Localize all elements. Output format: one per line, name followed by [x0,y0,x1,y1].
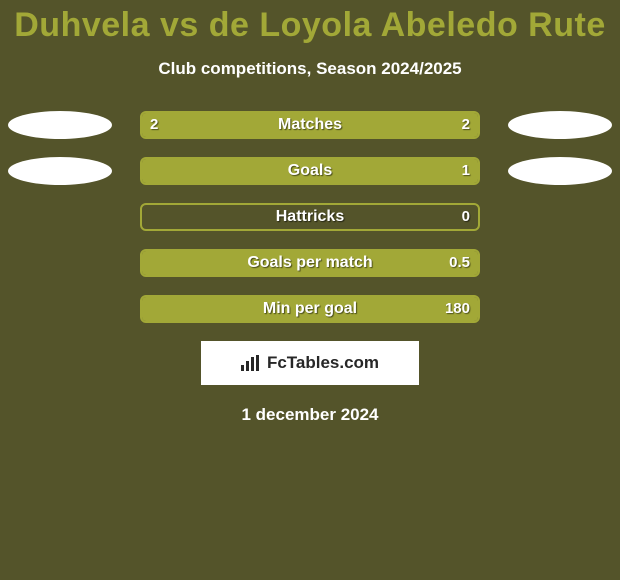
stat-row: 180Min per goal [0,295,620,323]
stat-row: 22Matches [0,111,620,139]
stat-label: Min per goal [140,295,480,323]
player-right-oval [508,157,612,185]
stat-row: 1Goals [0,157,620,185]
stat-label: Matches [140,111,480,139]
chart-icon [241,355,261,371]
stat-label: Goals per match [140,249,480,277]
stat-row: 0Hattricks [0,203,620,231]
player-right-oval [508,111,612,139]
stat-label: Hattricks [140,203,480,231]
title: Duhvela vs de Loyola Abeledo Rute [0,0,620,45]
player-left-oval [8,157,112,185]
date-text: 1 december 2024 [0,405,620,425]
comparison-card: Duhvela vs de Loyola Abeledo Rute Club c… [0,0,620,580]
logo-text: FcTables.com [267,353,379,373]
subtitle: Club competitions, Season 2024/2025 [0,59,620,79]
stat-label: Goals [140,157,480,185]
stats-area: 22Matches 1Goals 0Hattricks 0.5Goals per ma… [0,111,620,323]
logo-box[interactable]: FcTables.com [201,341,419,385]
player-left-oval [8,111,112,139]
stat-row: 0.5Goals per match [0,249,620,277]
